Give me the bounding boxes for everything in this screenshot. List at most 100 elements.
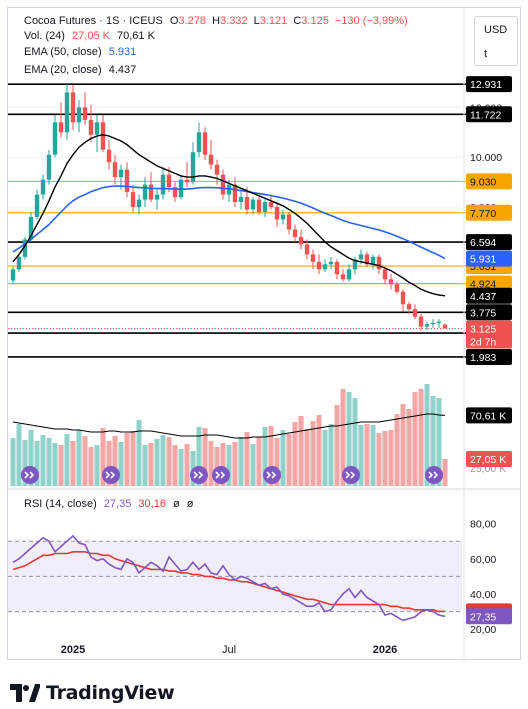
signal-marker-icon [102,466,120,484]
signal-marker-circle [263,466,281,484]
candle-body [442,324,448,329]
rsi-tick-label: 60,00 [470,554,496,566]
candle-body [244,197,250,210]
time-axis-label: Jul [222,644,236,656]
volume-bar [334,405,340,486]
volume-bar [76,430,82,486]
volume-bar [154,439,160,486]
ema50-legend: EMA (50, close) 5.931 [24,45,136,59]
candle-body [268,202,274,208]
rsi-ma-line [12,550,446,613]
volume-bar [202,428,208,486]
candle-body [322,264,328,270]
candle-body [214,164,220,175]
ema20-line [12,134,446,297]
signal-marker-circle [342,466,360,484]
candle-body [328,261,334,265]
time-axis-label: 2026 [373,644,397,656]
candle-body [304,244,310,255]
level-tag: 9.030 [470,176,496,188]
volume-bar [436,398,442,486]
signal-marker-circle [190,466,208,484]
candle-body [94,122,100,135]
candle-body [352,259,358,270]
volume-bar [292,422,298,486]
rsi-legend: RSI (14, close) 27,35 30,16 ø ø [24,497,194,511]
signal-marker-icon [263,466,281,484]
candle-body [370,256,376,265]
signal-marker-icon [342,466,360,484]
signal-marker-chevrons [105,471,116,479]
candle-body [160,174,166,195]
candle-body [70,92,76,123]
candle-body [106,149,112,163]
candle-body [124,169,130,193]
signal-marker-circle [212,466,230,484]
volume-bar [400,404,406,486]
level-tag-bg [466,204,512,221]
candle-body [148,184,154,200]
rsi-tag-bg [466,608,512,625]
signal-marker-chevrons [428,471,439,479]
rsi-tag: 27,35 [470,611,496,623]
tradingview-logo[interactable]: TradingView [10,680,175,706]
volume-bar [40,435,46,486]
candle-body [238,197,244,203]
candle-body [112,162,118,178]
candle-body [22,239,28,257]
volume-tag-bg [466,450,512,467]
ema50-tag-bg [466,250,512,267]
rsi-tick-label: 80,00 [470,519,496,531]
volume-bar [406,409,412,486]
price-tick-label: 10.000 [470,152,502,164]
volume-bar [280,430,286,486]
volume-bar [166,437,172,486]
volume-bar [238,437,244,486]
signal-marker-icon [425,466,443,484]
volume-bar [358,425,364,486]
candle-body [16,256,22,270]
volume-bar [208,441,214,486]
candle-body [190,152,196,183]
candle-body [52,122,58,155]
candle-body [262,202,268,213]
candle-body [34,194,40,217]
volume-bar [160,435,166,486]
rsi-label: RSI (14, close) [24,498,97,510]
candle-body [358,254,364,260]
open-label: O [169,15,179,27]
rsi-na-2: ø [186,498,194,510]
currency-selector[interactable]: USD t [474,16,518,66]
candle-body [10,269,16,281]
volume-bar [418,389,424,486]
chart-canvas[interactable]: 12.00010.0008.00012.93111.7229.0307.7706… [8,8,521,660]
high-value: 3.332 [220,15,248,27]
candle-body [76,107,82,123]
candle-body [274,207,280,220]
level-tag: 4.924 [470,279,496,291]
volume-bar [382,431,388,486]
volume-bar [346,392,352,486]
candle-body [100,122,106,150]
ema20-value: 4.437 [108,64,137,76]
volume-bar [148,443,154,486]
change-value: −130 (−3,99%) [334,15,408,27]
close-value: 3.125 [301,15,329,27]
candle-body [388,279,394,285]
time-axis-label: 2025 [61,644,85,656]
signal-marker-chevrons [24,471,35,479]
candle-body [118,169,124,178]
volume-bar [310,421,316,486]
currency-code: USD [484,24,508,36]
ema50-value: 5.931 [108,46,137,58]
high-label: H [212,15,221,27]
candle-body [346,269,352,280]
level-tag: 12.931 [470,79,502,91]
candle-body [82,107,88,120]
candle-body [46,154,52,180]
level-tag-bg [466,76,512,93]
volume-bar [262,427,268,486]
candle-body [88,119,94,135]
volume-bar [226,445,232,486]
rsi-tick-label: 20,00 [470,624,496,636]
